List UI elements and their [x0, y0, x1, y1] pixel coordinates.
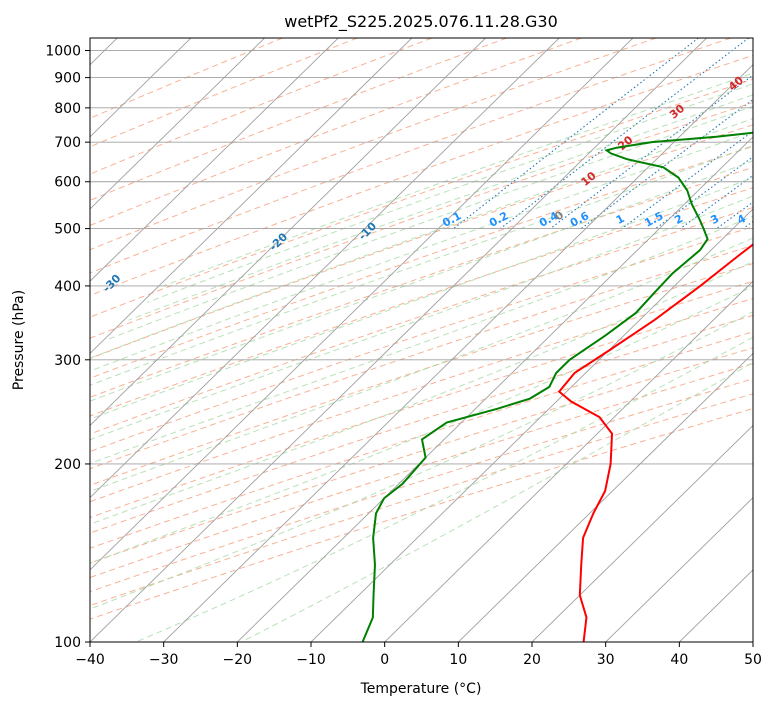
dry-adiabat-line	[90, 297, 753, 519]
dewpoint-line	[361, 131, 753, 642]
moist-adiabat-line	[90, 177, 753, 420]
y-tick-label: 600	[54, 175, 81, 191]
dry-adiabat-line	[90, 378, 753, 593]
y-tick-label: 200	[54, 457, 81, 473]
mixing-ratio-lines	[453, 38, 753, 230]
dry-adiabat-line	[90, 331, 753, 549]
isotherm-line	[90, 38, 413, 354]
isotherm-line	[457, 352, 753, 642]
moist-adiabat-line	[90, 145, 753, 386]
moist-adiabat-line	[90, 195, 753, 441]
dry-adiabat-line	[90, 38, 582, 227]
x-tick-label: −10	[296, 652, 326, 668]
dry-adiabat-line	[90, 187, 753, 417]
isotherm-line	[90, 38, 266, 210]
moist-adiabat-line	[241, 361, 753, 642]
isotherm-line	[605, 497, 753, 642]
temperature-line	[557, 243, 753, 642]
chart-title: wetPf2_S225.2025.076.11.28.G30	[284, 12, 558, 32]
profile-series	[361, 131, 753, 642]
pressure-grid	[90, 50, 753, 642]
y-tick-label: 1000	[45, 44, 81, 60]
y-tick-label: 500	[54, 222, 81, 238]
moist-adiabat-line	[90, 160, 753, 402]
y-tick-label: 100	[54, 635, 81, 651]
moist-adiabat-line	[90, 311, 753, 610]
moist-adiabat-line	[90, 117, 753, 359]
dry-adiabat-line	[90, 280, 753, 503]
x-tick-label: 0	[380, 652, 389, 668]
isotherm-line	[163, 64, 753, 642]
isotherm-line	[384, 280, 753, 642]
dry-adiabat-line	[90, 78, 753, 318]
dry-adiabat-line	[90, 38, 283, 119]
isotherm-line	[90, 38, 487, 427]
isotherm-line	[531, 424, 753, 642]
y-tick-label: 300	[54, 353, 81, 369]
x-tick-label: 10	[449, 652, 467, 668]
isotherm-line	[90, 38, 560, 499]
y-tick-label: 900	[54, 71, 81, 87]
isotherm-line	[90, 38, 339, 282]
x-tick-label: 20	[523, 652, 541, 668]
moist-adiabat-line	[90, 285, 753, 564]
isotherm-line	[90, 38, 192, 138]
x-tick-label: −20	[223, 652, 253, 668]
isotherm-line	[236, 136, 753, 642]
moist-adiabat-line	[146, 83, 753, 303]
x-axis-label: Temperature (°C)	[360, 681, 482, 697]
dry-adiabat-line	[90, 38, 358, 148]
dry-adiabat-line	[90, 226, 753, 453]
moist-adiabats	[90, 72, 753, 642]
y-tick-label: 400	[54, 279, 81, 295]
mixing-ratio-line	[621, 130, 753, 230]
mixing-ratio-line	[550, 74, 753, 230]
isotherm-line	[90, 38, 634, 571]
dry-adiabat-line	[90, 101, 753, 339]
isotherm-line	[90, 38, 708, 642]
x-tick-label: 30	[597, 652, 615, 668]
dry-adiabat-line	[90, 38, 731, 274]
x-tick-label: 50	[744, 652, 762, 668]
x-tick-label: −30	[149, 652, 179, 668]
x-tick-label: 40	[670, 652, 688, 668]
moist-adiabat-line	[108, 105, 753, 340]
isotherm-line	[310, 208, 753, 642]
y-axis-label: Pressure (hPa)	[11, 290, 27, 390]
y-axis-ticks: 100 200 300 400 500 600 700 800 900 1000	[45, 44, 90, 651]
dry-adiabats	[90, 38, 753, 620]
dry-adiabat-line	[90, 54, 753, 296]
y-tick-label: 700	[54, 135, 81, 151]
mixing-ratio-line	[453, 38, 699, 230]
mixing-ratio-line	[500, 38, 749, 230]
dry-adiabat-line	[90, 244, 753, 470]
y-tick-label: 800	[54, 101, 81, 117]
x-tick-label: −40	[75, 652, 105, 668]
x-axis-ticks: −40 −30 −20 −10 0 10 20 30 40 50	[75, 642, 762, 668]
plot-area: -100-90-80-70-60-50-40-30-20-10 0.10.20.…	[90, 38, 753, 642]
isotherm-grid	[90, 38, 753, 642]
plot-frame	[89, 37, 754, 643]
